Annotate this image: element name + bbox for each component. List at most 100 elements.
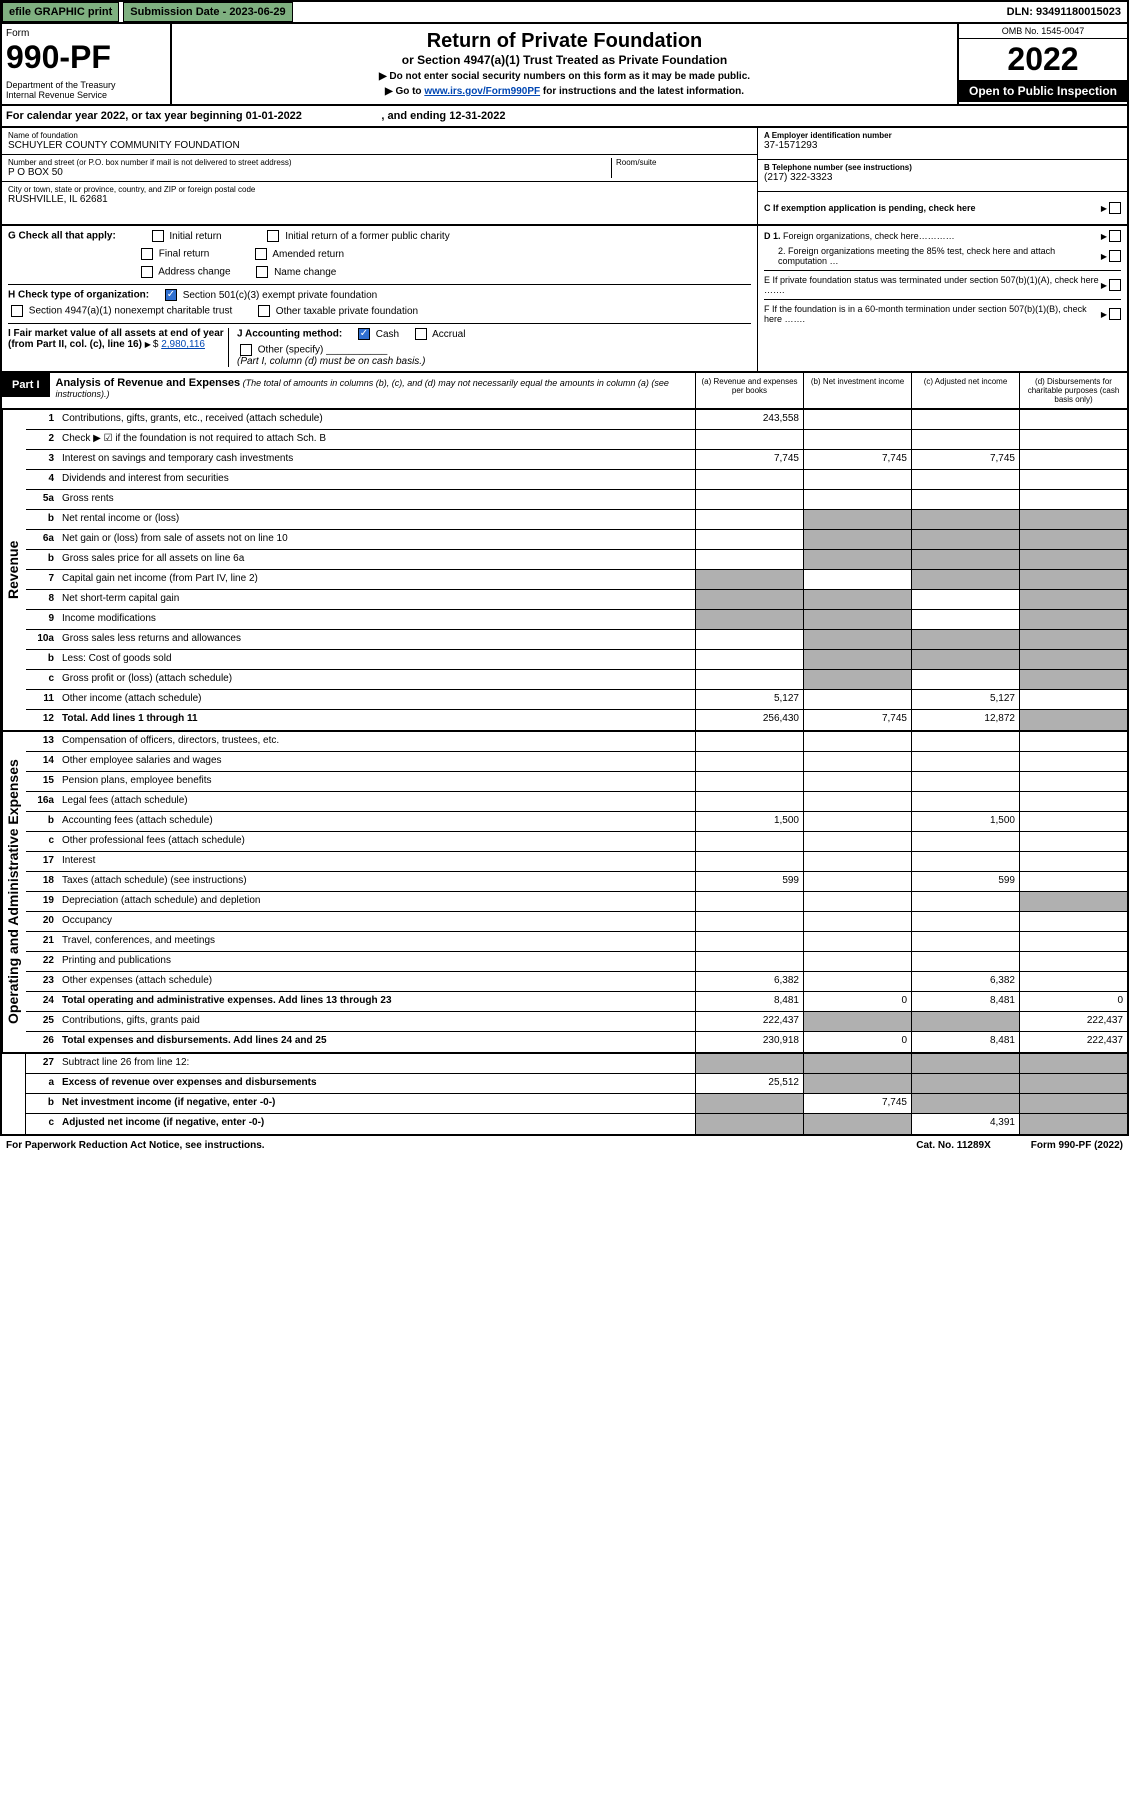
col-a-hdr: (a) Revenue and expenses per books	[695, 373, 803, 408]
chk-initial[interactable]	[152, 230, 164, 242]
table-row: 14Other employee salaries and wages	[26, 752, 1127, 772]
table-row: 7Capital gain net income (from Part IV, …	[26, 570, 1127, 590]
submission-date: Submission Date - 2023-06-29	[123, 2, 292, 22]
table-row: 11Other income (attach schedule)5,1275,1…	[26, 690, 1127, 710]
chk-address[interactable]	[141, 266, 153, 278]
table-row: cAdjusted net income (if negative, enter…	[26, 1114, 1127, 1134]
g-h-block: G Check all that apply: Initial return I…	[0, 226, 1129, 373]
table-row: 23Other expenses (attach schedule)6,3826…	[26, 972, 1127, 992]
table-row: bAccounting fees (attach schedule)1,5001…	[26, 812, 1127, 832]
e-label: E If private foundation status was termi…	[764, 275, 1101, 295]
d2-checkbox[interactable]	[1109, 250, 1121, 262]
table-row: 19Depreciation (attach schedule) and dep…	[26, 892, 1127, 912]
city: RUSHVILLE, IL 62681	[8, 194, 751, 205]
dept: Department of the Treasury Internal Reve…	[6, 80, 166, 100]
footer-mid: Cat. No. 11289X	[916, 1140, 990, 1151]
chk-501c3[interactable]	[165, 289, 177, 301]
form-title: Return of Private Foundation	[182, 30, 947, 53]
chk-4947[interactable]	[11, 305, 23, 317]
table-row: 21Travel, conferences, and meetings	[26, 932, 1127, 952]
note1: ▶ Do not enter social security numbers o…	[182, 71, 947, 82]
efile-btn[interactable]: efile GRAPHIC print	[2, 2, 119, 22]
table-row: 18Taxes (attach schedule) (see instructi…	[26, 872, 1127, 892]
chk-other-taxable[interactable]	[258, 305, 270, 317]
table-row: 24Total operating and administrative exp…	[26, 992, 1127, 1012]
j-note: (Part I, column (d) must be on cash basi…	[237, 356, 751, 367]
d1-checkbox[interactable]	[1109, 230, 1121, 242]
identity-block: Name of foundation SCHUYLER COUNTY COMMU…	[0, 128, 1129, 226]
chk-initial-former[interactable]	[267, 230, 279, 242]
table-row: bNet rental income or (loss)	[26, 510, 1127, 530]
table-row: 4Dividends and interest from securities	[26, 470, 1127, 490]
note2: ▶ Go to www.irs.gov/Form990PF for instru…	[182, 86, 947, 97]
chk-amended[interactable]	[255, 248, 267, 260]
form990pf-link[interactable]: www.irs.gov/Form990PF	[424, 86, 540, 97]
name-label: Name of foundation	[8, 131, 751, 140]
table-row: 15Pension plans, employee benefits	[26, 772, 1127, 792]
h-label: H Check type of organization:	[8, 290, 149, 301]
arrow-icon	[1101, 203, 1109, 213]
form-word: Form	[6, 28, 166, 39]
j-label: J Accounting method:	[237, 329, 342, 340]
revenue-label: Revenue	[2, 410, 26, 730]
table-row: 26Total expenses and disbursements. Add …	[26, 1032, 1127, 1052]
dln: DLN: 93491180015023	[1001, 3, 1127, 21]
chk-accrual[interactable]	[415, 328, 427, 340]
room-label: Room/suite	[616, 158, 751, 167]
table-row: 10aGross sales less returns and allowanc…	[26, 630, 1127, 650]
addr-label: Number and street (or P.O. box number if…	[8, 158, 611, 167]
table-row: 8Net short-term capital gain	[26, 590, 1127, 610]
chk-other-method[interactable]	[240, 344, 252, 356]
table-row: 13Compensation of officers, directors, t…	[26, 732, 1127, 752]
table-row: 12Total. Add lines 1 through 11256,4307,…	[26, 710, 1127, 730]
table-row: 16aLegal fees (attach schedule)	[26, 792, 1127, 812]
subtract-table: 27Subtract line 26 from line 12:aExcess …	[0, 1054, 1129, 1136]
chk-cash[interactable]	[358, 328, 370, 340]
form-subtitle: or Section 4947(a)(1) Trust Treated as P…	[182, 53, 947, 67]
part1-title: Analysis of Revenue and Expenses	[56, 377, 241, 389]
f-label: F If the foundation is in a 60-month ter…	[764, 304, 1101, 324]
table-row: 6aNet gain or (loss) from sale of assets…	[26, 530, 1127, 550]
form-header: Form 990-PF Department of the Treasury I…	[0, 24, 1129, 106]
footer-left: For Paperwork Reduction Act Notice, see …	[6, 1140, 265, 1151]
i-value[interactable]: 2,980,116	[161, 339, 205, 350]
table-row: 22Printing and publications	[26, 952, 1127, 972]
city-label: City or town, state or province, country…	[8, 185, 751, 194]
chk-name[interactable]	[256, 266, 268, 278]
form-number: 990-PF	[6, 39, 166, 76]
f-checkbox[interactable]	[1109, 308, 1121, 320]
col-d-hdr: (d) Disbursements for charitable purpose…	[1019, 373, 1127, 408]
revenue-table: Revenue 1Contributions, gifts, grants, e…	[0, 410, 1129, 732]
table-row: 27Subtract line 26 from line 12:	[26, 1054, 1127, 1074]
c-checkbox[interactable]	[1109, 202, 1121, 214]
table-row: cGross profit or (loss) (attach schedule…	[26, 670, 1127, 690]
ein-label: A Employer identification number	[764, 131, 1121, 140]
topbar: efile GRAPHIC print Submission Date - 20…	[0, 0, 1129, 24]
part1-header: Part I Analysis of Revenue and Expenses …	[0, 373, 1129, 410]
table-row: 20Occupancy	[26, 912, 1127, 932]
part1-label: Part I	[2, 373, 50, 397]
ein: 37-1571293	[764, 140, 1121, 151]
table-row: bNet investment income (if negative, ent…	[26, 1094, 1127, 1114]
col-c-hdr: (c) Adjusted net income	[911, 373, 1019, 408]
table-row: 5aGross rents	[26, 490, 1127, 510]
g-label: G Check all that apply:	[8, 231, 116, 242]
table-row: cOther professional fees (attach schedul…	[26, 832, 1127, 852]
expenses-label: Operating and Administrative Expenses	[2, 732, 26, 1052]
expenses-table: Operating and Administrative Expenses 13…	[0, 732, 1129, 1054]
c-label: C If exemption application is pending, c…	[764, 203, 1101, 213]
table-row: 3Interest on savings and temporary cash …	[26, 450, 1127, 470]
chk-final[interactable]	[141, 248, 153, 260]
table-row: bGross sales price for all assets on lin…	[26, 550, 1127, 570]
table-row: 9Income modifications	[26, 610, 1127, 630]
calendar-year-row: For calendar year 2022, or tax year begi…	[0, 106, 1129, 128]
tax-year: 2022	[959, 39, 1127, 80]
table-row: aExcess of revenue over expenses and dis…	[26, 1074, 1127, 1094]
phone-label: B Telephone number (see instructions)	[764, 163, 1121, 172]
table-row: 17Interest	[26, 852, 1127, 872]
page-footer: For Paperwork Reduction Act Notice, see …	[0, 1136, 1129, 1155]
phone: (217) 322-3323	[764, 172, 1121, 183]
table-row: 2Check ▶ ☑ if the foundation is not requ…	[26, 430, 1127, 450]
e-checkbox[interactable]	[1109, 279, 1121, 291]
open-inspection: Open to Public Inspection	[959, 80, 1127, 102]
